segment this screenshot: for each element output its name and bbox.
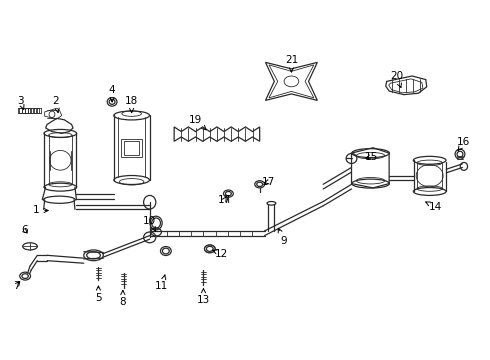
Text: 1: 1 (32, 206, 48, 216)
Text: 7: 7 (13, 281, 20, 291)
Text: 17: 17 (262, 177, 275, 187)
Text: 20: 20 (390, 71, 403, 87)
Text: 18: 18 (125, 96, 138, 113)
Bar (37, 108, 39, 113)
Text: 10: 10 (143, 216, 156, 231)
Bar (28, 108, 30, 113)
Text: 15: 15 (365, 152, 378, 162)
Text: 12: 12 (212, 248, 228, 258)
Text: 17: 17 (218, 195, 231, 205)
Bar (124, 141, 140, 155)
Text: 6: 6 (21, 225, 27, 235)
Bar (31, 108, 33, 113)
Text: 13: 13 (197, 289, 210, 305)
Text: 3: 3 (17, 96, 24, 109)
Text: 8: 8 (120, 291, 126, 307)
Text: 14: 14 (426, 202, 442, 212)
Text: 19: 19 (189, 115, 206, 130)
Text: 21: 21 (285, 55, 298, 72)
Text: 4: 4 (109, 85, 116, 102)
Text: 9: 9 (278, 228, 288, 246)
Text: 11: 11 (155, 275, 169, 291)
Bar (34, 108, 36, 113)
Bar (22, 108, 25, 113)
Bar (19, 108, 22, 113)
Text: 2: 2 (52, 96, 59, 113)
Text: 16: 16 (457, 138, 470, 150)
Text: 5: 5 (95, 286, 102, 303)
Bar (122, 139, 142, 157)
Bar (25, 108, 27, 113)
